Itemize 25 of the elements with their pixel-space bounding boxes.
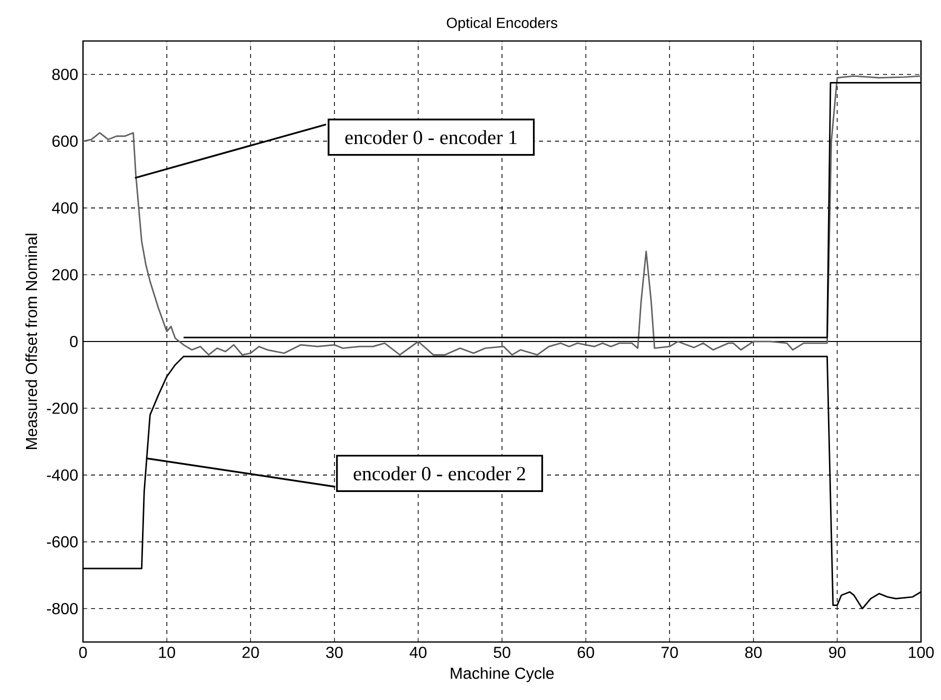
y-tick-label: -400 [46,469,78,481]
x-axis-title: Machine Cycle [450,667,554,682]
y-tick-label: -800 [46,602,78,614]
x-tick-label: 60 [578,646,594,658]
x-tick-label: 20 [242,646,259,658]
annotation: encoder 0 - encoder 1 [345,130,517,144]
annotation: encoder 0 - encoder 2 [354,466,526,480]
x-tick-label: 100 [908,646,934,658]
y-axis-title: Measured Offset from Nominal [25,234,38,449]
x-tick-label: 40 [410,646,426,658]
x-tick-label: 70 [662,646,678,658]
y-tick-label: 600 [52,136,78,147]
y-tick-label: 400 [52,202,78,214]
y-tick-label: 200 [52,269,78,280]
x-tick-label: 10 [159,646,176,658]
x-tick-label: 90 [829,646,846,658]
chart-title: Optical Encoders [446,17,558,31]
y-tick-label: -600 [46,536,78,548]
y-tick-label: -200 [46,402,78,414]
x-tick-label: 0 [79,646,87,658]
y-tick-label: 0 [70,336,78,348]
x-tick-label: 30 [326,646,343,658]
x-tick-label: 80 [745,646,762,658]
y-tick-label: 800 [52,68,78,80]
x-tick-label: 50 [494,646,510,658]
